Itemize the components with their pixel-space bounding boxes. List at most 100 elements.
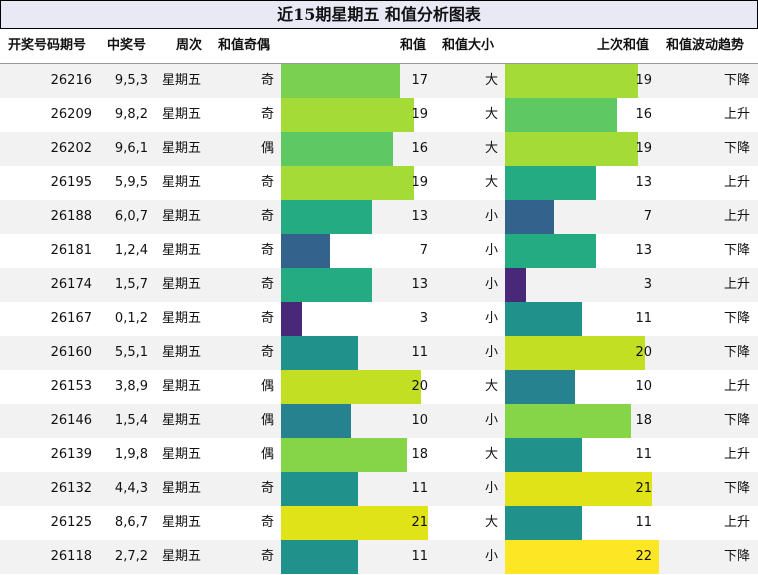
sum-bar — [281, 506, 428, 540]
table-row: 26181 1,2,4 星期五 奇 7 小 13 下降 — [0, 234, 758, 268]
sum-bar — [281, 98, 414, 132]
sum-bar — [281, 302, 302, 336]
numbers-cell: 2,7,2 — [114, 549, 148, 564]
weekday-cell: 星期五 — [162, 243, 202, 258]
sum-cell: 21 — [411, 515, 428, 530]
trend-cell: 下降 — [723, 243, 750, 258]
numbers-cell: 8,6,7 — [114, 515, 148, 530]
trend-cell: 下降 — [723, 413, 750, 428]
issue-cell: 26132 — [50, 481, 92, 496]
sum-bar — [281, 234, 330, 268]
header-trend: 和值波动趋势 — [666, 38, 745, 53]
issue-cell: 26188 — [50, 209, 92, 224]
issue-cell: 26181 — [50, 243, 92, 258]
table-row: 26139 1,9,8 星期五 偶 18 大 11 上升 — [0, 438, 758, 472]
prev-sum-cell: 13 — [635, 243, 652, 258]
prev-sum-bar — [505, 98, 617, 132]
numbers-cell: 5,9,5 — [114, 175, 148, 190]
numbers-cell: 1,5,4 — [114, 413, 148, 428]
sum-bar — [281, 540, 358, 574]
trend-cell: 下降 — [723, 345, 750, 360]
prev-sum-bar — [505, 132, 638, 166]
size-cell: 大 — [484, 515, 498, 530]
numbers-cell: 9,6,1 — [114, 141, 148, 156]
size-cell: 小 — [484, 413, 498, 428]
table-row: 26153 3,8,9 星期五 偶 20 大 10 上升 — [0, 370, 758, 404]
numbers-cell: 1,9,8 — [114, 447, 148, 462]
sum-cell: 19 — [411, 107, 428, 122]
weekday-cell: 星期五 — [162, 379, 202, 394]
sum-bar — [281, 404, 351, 438]
issue-cell: 26139 — [50, 447, 92, 462]
prev-sum-bar — [505, 200, 554, 234]
issue-cell: 26216 — [50, 73, 92, 88]
header-weekday: 周次 — [176, 38, 203, 53]
parity-cell: 偶 — [260, 413, 274, 428]
table-row: 26174 1,5,7 星期五 奇 13 小 3 上升 — [0, 268, 758, 302]
size-cell: 小 — [484, 345, 498, 360]
parity-cell: 奇 — [260, 481, 274, 496]
trend-cell: 上升 — [723, 515, 750, 530]
sum-cell: 17 — [411, 73, 428, 88]
issue-cell: 26167 — [50, 311, 92, 326]
trend-cell: 下降 — [723, 481, 750, 496]
prev-sum-bar — [505, 370, 575, 404]
trend-cell: 下降 — [723, 73, 750, 88]
parity-cell: 奇 — [260, 515, 274, 530]
sum-cell: 3 — [419, 311, 428, 326]
issue-cell: 26209 — [50, 107, 92, 122]
numbers-cell: 9,8,2 — [114, 107, 148, 122]
issue-cell: 26174 — [50, 277, 92, 292]
page-title: 近15期星期五 和值分析图表 — [0, 0, 758, 29]
weekday-cell: 星期五 — [162, 141, 202, 156]
size-cell: 大 — [484, 379, 498, 394]
numbers-cell: 4,4,3 — [114, 481, 148, 496]
sum-bar — [281, 268, 372, 302]
trend-cell: 下降 — [723, 311, 750, 326]
header-parity: 和值奇偶 — [218, 38, 271, 53]
prev-sum-bar — [505, 336, 645, 370]
trend-cell: 上升 — [723, 379, 750, 394]
numbers-cell: 0,1,2 — [114, 311, 148, 326]
header-numbers: 中奖号 — [107, 38, 147, 53]
prev-sum-bar — [505, 472, 652, 506]
numbers-cell: 9,5,3 — [114, 73, 148, 88]
weekday-cell: 星期五 — [162, 209, 202, 224]
prev-sum-bar — [505, 540, 659, 574]
trend-cell: 上升 — [723, 107, 750, 122]
table-row: 26167 0,1,2 星期五 奇 3 小 11 下降 — [0, 302, 758, 336]
issue-cell: 26125 — [50, 515, 92, 530]
sum-cell: 7 — [419, 243, 428, 258]
numbers-cell: 3,8,9 — [114, 379, 148, 394]
table-row: 26216 9,5,3 星期五 奇 17 大 19 下降 — [0, 64, 758, 98]
prev-sum-bar — [505, 268, 526, 302]
table-body: 26216 9,5,3 星期五奇 17 大 19 下降 26209 9,8,2 星期五奇 19 大 16… — [0, 64, 758, 574]
parity-cell: 奇 — [260, 549, 274, 564]
header-prev-sum: 上次和值 — [597, 38, 650, 53]
header-size: 和值大小 — [442, 38, 495, 53]
parity-cell: 奇 — [260, 345, 274, 360]
parity-cell: 奇 — [260, 311, 274, 326]
sum-bar — [281, 166, 414, 200]
issue-cell: 26160 — [50, 345, 92, 360]
sum-cell: 13 — [411, 209, 428, 224]
parity-cell: 奇 — [260, 73, 274, 88]
size-cell: 小 — [484, 481, 498, 496]
weekday-cell: 星期五 — [162, 515, 202, 530]
sum-cell: 20 — [411, 379, 428, 394]
header-sum: 和值 — [400, 38, 427, 53]
prev-sum-cell: 20 — [635, 345, 652, 360]
prev-sum-cell: 11 — [635, 311, 652, 326]
prev-sum-bar — [505, 166, 596, 200]
prev-sum-cell: 3 — [643, 277, 652, 292]
prev-sum-bar — [505, 404, 631, 438]
parity-cell: 奇 — [260, 243, 274, 258]
numbers-cell: 1,2,4 — [114, 243, 148, 258]
size-cell: 小 — [484, 209, 498, 224]
numbers-cell: 1,5,7 — [114, 277, 148, 292]
trend-cell: 上升 — [723, 209, 750, 224]
numbers-cell: 5,5,1 — [114, 345, 148, 360]
size-cell: 小 — [484, 277, 498, 292]
weekday-cell: 星期五 — [162, 413, 202, 428]
prev-sum-cell: 11 — [635, 515, 652, 530]
